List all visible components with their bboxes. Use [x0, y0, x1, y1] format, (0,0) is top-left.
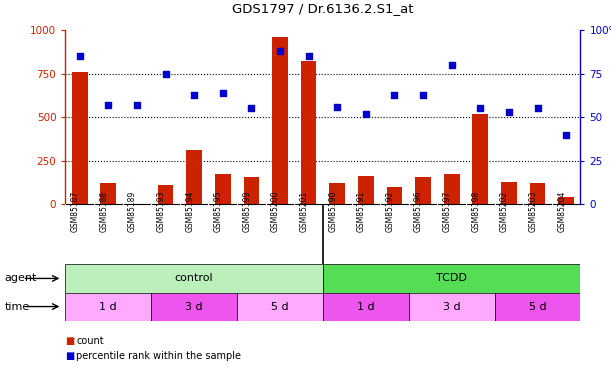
- Text: GSM85201: GSM85201: [299, 191, 309, 232]
- Bar: [244, 177, 259, 204]
- Bar: [186, 150, 202, 204]
- Bar: [387, 187, 402, 204]
- Point: [418, 92, 428, 98]
- Bar: [444, 174, 459, 204]
- Point: [75, 53, 84, 59]
- Text: 3 d: 3 d: [443, 302, 461, 312]
- Text: GSM85200: GSM85200: [271, 191, 280, 232]
- Bar: [65, 264, 323, 292]
- Text: ■: ■: [65, 351, 75, 361]
- Point: [132, 102, 142, 108]
- Point: [275, 48, 285, 54]
- Text: GSM85203: GSM85203: [529, 191, 538, 232]
- Bar: [329, 183, 345, 204]
- Point: [361, 111, 371, 117]
- Bar: [530, 183, 546, 204]
- Point: [475, 105, 485, 111]
- Text: 1 d: 1 d: [357, 302, 375, 312]
- Bar: [301, 62, 316, 204]
- Bar: [472, 114, 488, 204]
- Point: [504, 109, 514, 115]
- Text: ■: ■: [65, 336, 75, 346]
- Text: GSM85188: GSM85188: [100, 191, 108, 232]
- Text: control: control: [175, 273, 213, 284]
- Text: GSM85192: GSM85192: [386, 191, 395, 232]
- Text: TCDD: TCDD: [436, 273, 467, 284]
- Text: GSM85187: GSM85187: [71, 191, 79, 232]
- Text: GSM85199: GSM85199: [243, 191, 251, 232]
- Point: [189, 92, 199, 98]
- Text: GDS1797 / Dr.6136.2.S1_at: GDS1797 / Dr.6136.2.S1_at: [232, 2, 414, 15]
- Text: 1 d: 1 d: [100, 302, 117, 312]
- Bar: [158, 185, 174, 204]
- Bar: [65, 292, 151, 321]
- Point: [332, 104, 342, 110]
- Text: percentile rank within the sample: percentile rank within the sample: [76, 351, 241, 361]
- Bar: [151, 292, 237, 321]
- Point: [562, 132, 571, 138]
- Bar: [415, 177, 431, 204]
- Bar: [272, 37, 288, 204]
- Text: 5 d: 5 d: [271, 302, 289, 312]
- Bar: [100, 183, 116, 204]
- Bar: [409, 292, 494, 321]
- Point: [390, 92, 400, 98]
- Text: GSM85190: GSM85190: [328, 191, 337, 232]
- Point: [218, 90, 228, 96]
- Bar: [323, 264, 580, 292]
- Point: [246, 105, 256, 111]
- Text: GSM85191: GSM85191: [357, 191, 366, 232]
- Text: agent: agent: [4, 273, 37, 284]
- Point: [103, 102, 113, 108]
- Text: GSM85194: GSM85194: [185, 191, 194, 232]
- Text: GSM85198: GSM85198: [471, 191, 480, 232]
- Text: GSM85202: GSM85202: [500, 191, 509, 232]
- Text: GSM85195: GSM85195: [214, 191, 223, 232]
- Text: GSM85204: GSM85204: [557, 191, 566, 232]
- Bar: [323, 292, 409, 321]
- Bar: [72, 72, 87, 204]
- Text: GSM85189: GSM85189: [128, 191, 137, 232]
- Point: [533, 105, 543, 111]
- Text: GSM85196: GSM85196: [414, 191, 423, 232]
- Bar: [237, 292, 323, 321]
- Bar: [494, 292, 580, 321]
- Text: 3 d: 3 d: [185, 302, 203, 312]
- Bar: [558, 197, 574, 204]
- Text: time: time: [4, 302, 29, 312]
- Bar: [501, 182, 517, 204]
- Point: [304, 53, 313, 59]
- Text: GSM85197: GSM85197: [443, 191, 452, 232]
- Point: [161, 70, 170, 76]
- Bar: [358, 176, 374, 204]
- Text: 5 d: 5 d: [529, 302, 546, 312]
- Bar: [215, 174, 230, 204]
- Text: count: count: [76, 336, 104, 346]
- Text: GSM85193: GSM85193: [156, 191, 166, 232]
- Point: [447, 62, 456, 68]
